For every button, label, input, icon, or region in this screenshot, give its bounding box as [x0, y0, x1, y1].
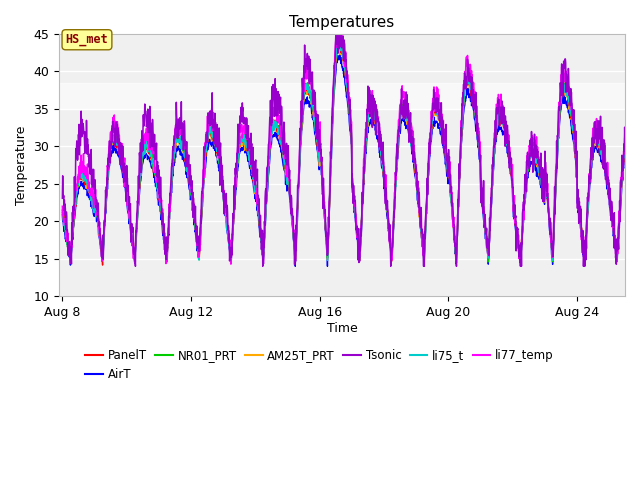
AirT: [436, 129, 444, 135]
Legend: PanelT, AirT, NR01_PRT, AM25T_PRT, Tsonic, li75_t, li77_temp: PanelT, AirT, NR01_PRT, AM25T_PRT, Tsoni…: [81, 344, 558, 385]
AirT: [107, 152, 115, 158]
li77_temp: [58, 204, 66, 209]
X-axis label: Time: Time: [326, 322, 358, 335]
AM25T_PRT: [220, 191, 227, 197]
AM25T_PRT: [316, 136, 324, 142]
AirT: [621, 152, 629, 158]
li77_temp: [333, 31, 340, 37]
Tsonic: [107, 145, 115, 151]
Tsonic: [436, 122, 444, 128]
Tsonic: [621, 143, 629, 149]
Bar: [59, 83, 625, 109]
NR01_PRT: [621, 139, 629, 145]
Tsonic: [262, 189, 269, 194]
li75_t: [58, 207, 66, 213]
li75_t: [335, 39, 343, 45]
Y-axis label: Temperature: Temperature: [15, 125, 28, 205]
Line: li77_temp: li77_temp: [62, 34, 625, 264]
li75_t: [271, 122, 279, 128]
PanelT: [316, 141, 324, 147]
AM25T_PRT: [58, 214, 66, 220]
Title: Temperatures: Temperatures: [289, 15, 395, 30]
PanelT: [436, 118, 444, 124]
li77_temp: [621, 133, 629, 139]
Line: PanelT: PanelT: [62, 37, 625, 265]
AM25T_PRT: [436, 123, 444, 129]
AM25T_PRT: [262, 214, 269, 220]
AM25T_PRT: [271, 128, 279, 133]
Line: NR01_PRT: NR01_PRT: [62, 34, 625, 262]
NR01_PRT: [436, 115, 444, 121]
Text: HS_met: HS_met: [65, 33, 108, 46]
Tsonic: [271, 94, 279, 100]
li77_temp: [271, 113, 279, 119]
PanelT: [220, 185, 227, 191]
AirT: [219, 192, 227, 197]
NR01_PRT: [58, 207, 66, 213]
li77_temp: [316, 134, 324, 140]
Line: AirT: AirT: [62, 55, 625, 266]
AirT: [316, 149, 324, 155]
AirT: [58, 212, 66, 217]
li75_t: [621, 145, 629, 151]
NR01_PRT: [484, 259, 492, 265]
li77_temp: [262, 212, 269, 217]
li77_temp: [227, 261, 235, 267]
Line: AM25T_PRT: AM25T_PRT: [62, 47, 625, 262]
NR01_PRT: [261, 222, 269, 228]
li75_t: [581, 258, 589, 264]
NR01_PRT: [316, 155, 323, 161]
Tsonic: [316, 138, 324, 144]
li77_temp: [219, 176, 227, 182]
PanelT: [108, 142, 115, 147]
li75_t: [219, 184, 227, 190]
Tsonic: [220, 178, 227, 183]
PanelT: [621, 146, 629, 152]
Tsonic: [58, 195, 66, 201]
PanelT: [335, 35, 342, 40]
li75_t: [261, 221, 269, 227]
Line: li75_t: li75_t: [62, 42, 625, 261]
AirT: [337, 52, 344, 58]
PanelT: [99, 262, 106, 268]
PanelT: [271, 120, 279, 125]
Tsonic: [335, 31, 343, 37]
li77_temp: [436, 110, 444, 116]
li75_t: [107, 140, 115, 146]
AM25T_PRT: [337, 44, 344, 49]
li75_t: [436, 117, 444, 122]
PanelT: [262, 214, 269, 220]
NR01_PRT: [107, 140, 115, 146]
PanelT: [58, 210, 66, 216]
Line: Tsonic: Tsonic: [62, 34, 625, 266]
Tsonic: [132, 264, 140, 269]
AM25T_PRT: [621, 144, 629, 149]
AirT: [271, 129, 279, 135]
li77_temp: [107, 138, 115, 144]
NR01_PRT: [271, 120, 279, 126]
NR01_PRT: [335, 31, 343, 37]
li75_t: [316, 159, 323, 165]
AM25T_PRT: [108, 141, 115, 147]
AM25T_PRT: [67, 259, 74, 264]
AirT: [291, 264, 299, 269]
NR01_PRT: [219, 183, 227, 189]
AirT: [261, 227, 269, 233]
